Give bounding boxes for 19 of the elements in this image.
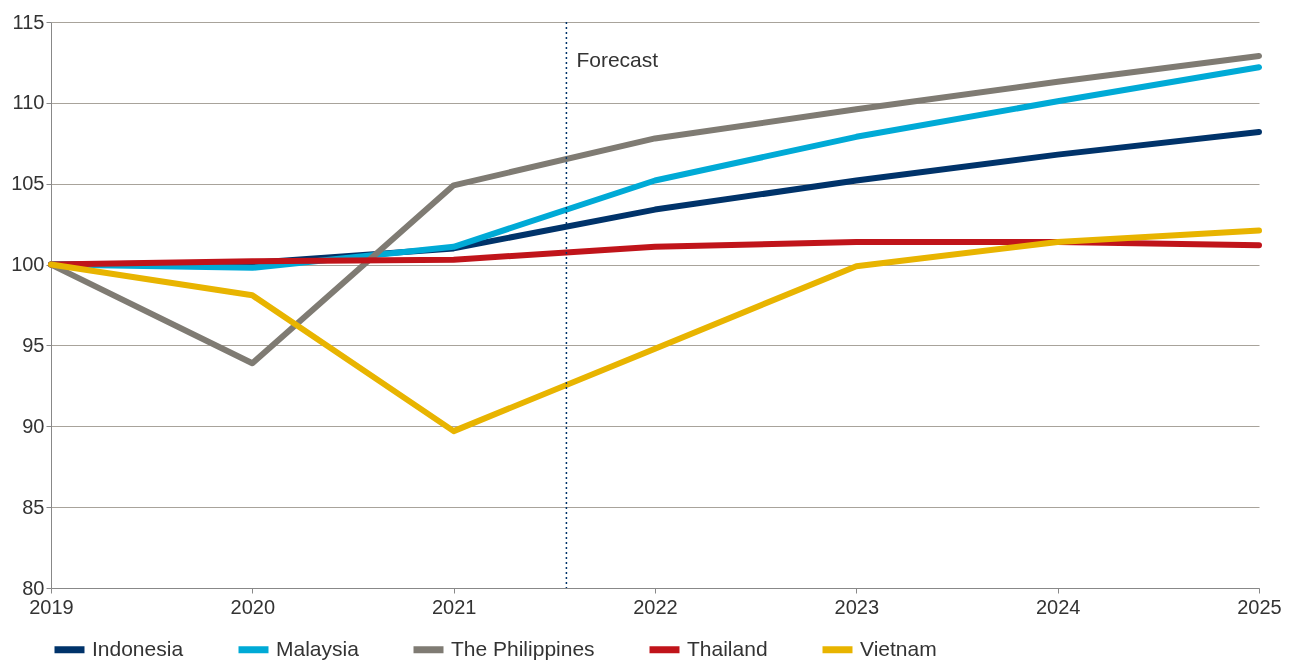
x-tick-label: 2023 [834,595,880,618]
legend-label: Thailand [687,636,768,660]
y-tick-label: 110 [12,91,45,114]
legend-label: Malaysia [276,636,360,660]
x-tick-label: 2025 [1237,595,1282,618]
x-tick-label: 2020 [230,595,276,618]
y-tick-label: 95 [22,333,45,356]
ref-line-label: Forecast [576,48,659,71]
x-tick-label: 2024 [1035,595,1081,618]
y-tick-label: 90 [22,414,45,437]
legend-label: The Philippines [451,636,595,660]
legend-label: Indonesia [92,636,184,660]
x-tick-label: 2022 [633,595,678,618]
legend-label: Vietnam [860,636,937,660]
x-tick-label: 2021 [431,595,477,618]
y-tick-label: 85 [22,495,45,518]
y-tick-label: 115 [12,10,45,33]
y-tick-label: 105 [11,172,45,195]
y-tick-label: 100 [11,253,45,276]
